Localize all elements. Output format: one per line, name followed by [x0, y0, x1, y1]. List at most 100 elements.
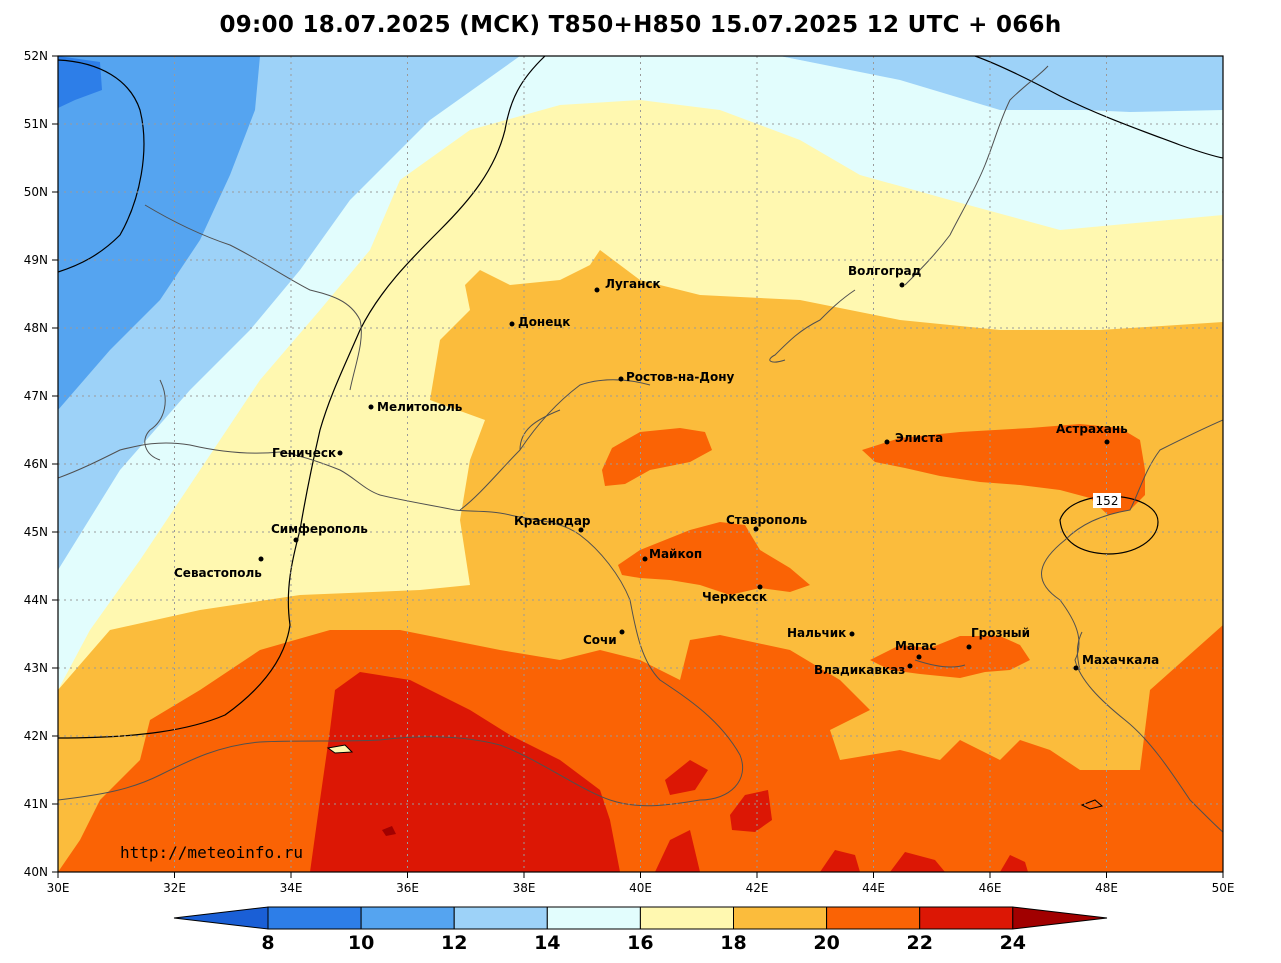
- city-label: Донецк: [518, 315, 570, 329]
- zone-22-24-blob1: [730, 790, 772, 832]
- lat-tick-label: 45N: [24, 525, 48, 539]
- colorbar-bin: [639, 906, 735, 930]
- lon-tick-label: 38E: [513, 881, 536, 895]
- zone-12-14-ne: [780, 56, 1223, 112]
- zone-8-10: [58, 56, 102, 108]
- city-dot: [368, 404, 374, 410]
- city-label: Симферополь: [271, 522, 368, 536]
- city-dot: [1073, 665, 1079, 671]
- city-dot: [509, 321, 515, 327]
- grid-lines: [58, 56, 1223, 872]
- colorbar-tick-label: 22: [906, 932, 932, 954]
- lat-tick-label: 40N: [24, 865, 48, 879]
- city-dot: [884, 439, 890, 445]
- lon-tick-label: 48E: [1095, 881, 1118, 895]
- city-dot: [907, 663, 913, 669]
- colorbar-bin: [733, 906, 828, 930]
- city-label: Ростов-на-Дону: [626, 370, 735, 384]
- isoline-ne: [974, 56, 1223, 159]
- city-dot: [916, 654, 922, 660]
- city-dot: [337, 450, 343, 456]
- lat-tick-label: 41N: [24, 797, 48, 811]
- lon-tick-label: 50E: [1212, 881, 1235, 895]
- zone-22-24-east: [655, 830, 700, 872]
- zone-22-24-blob2: [665, 760, 708, 795]
- city-label: Ставрополь: [726, 513, 808, 527]
- colorbar-extend-low: [173, 906, 269, 930]
- lat-tick-label: 43N: [24, 661, 48, 675]
- city-dot: [753, 526, 759, 532]
- zone-22-24-blob5: [1000, 855, 1028, 872]
- city-markers: Волгоград Луганск Донецк Ростов-на-Дону Мели…: [174, 264, 1159, 677]
- lon-tick-label: 44E: [862, 881, 885, 895]
- colorbar-bin: [826, 906, 921, 930]
- lon-tick-label: 46E: [979, 881, 1002, 895]
- small-dark-patch: [382, 826, 396, 836]
- lon-tick-label: 40E: [629, 881, 652, 895]
- city-label: Грозный: [971, 626, 1030, 640]
- city-label: Махачкала: [1082, 653, 1159, 667]
- city-label: Волгоград: [848, 264, 922, 278]
- city-dot: [619, 629, 625, 635]
- colorbar-tick-label: 8: [261, 932, 274, 954]
- colorbar-tick-label: 10: [348, 932, 374, 954]
- city-dot: [1104, 439, 1110, 445]
- city-dot: [594, 287, 600, 293]
- isoline-main: [58, 56, 546, 739]
- lon-tick-label: 36E: [396, 881, 419, 895]
- colorbar-bin: [546, 906, 641, 930]
- lat-tick-label: 44N: [24, 593, 48, 607]
- city-dot: [258, 556, 264, 562]
- zone-22-24-blob3: [820, 850, 860, 872]
- city-label: Краснодар: [514, 514, 591, 528]
- colorbar-tick-label: 16: [627, 932, 653, 954]
- lon-tick-label: 42E: [746, 881, 769, 895]
- zone-20-22-azov: [602, 428, 712, 486]
- colorbar-tick-label: 24: [1000, 932, 1026, 954]
- lat-tick-label: 49N: [24, 253, 48, 267]
- city-label: Луганск: [605, 277, 661, 291]
- city-dot: [849, 631, 855, 637]
- colorbar-bin: [267, 906, 362, 930]
- zone-20-22-maikop: [618, 522, 810, 595]
- colorbar-bin: [453, 906, 548, 930]
- isoline-label: 152: [1096, 494, 1119, 508]
- colorbar: 8 10 12 14 16 18 20 22 24: [173, 906, 1108, 954]
- city-label: Черкесск: [702, 590, 767, 604]
- city-dot: [757, 584, 763, 590]
- latitude-axis: 52N 51N 50N 49N 48N 47N 46N 45N 44N 43N 42N 41N 40N: [24, 49, 58, 879]
- colorbar-tick-label: 18: [720, 932, 746, 954]
- colorbar-tick-label: 14: [534, 932, 560, 954]
- lat-tick-label: 47N: [24, 389, 48, 403]
- colorbar-tick-label: 20: [813, 932, 839, 954]
- zone-22-24-west: [310, 672, 620, 872]
- lat-tick-label: 42N: [24, 729, 48, 743]
- lat-tick-label: 52N: [24, 49, 48, 63]
- lon-tick-label: 32E: [163, 881, 186, 895]
- lon-tick-label: 30E: [47, 881, 70, 895]
- city-label: Астрахань: [1056, 422, 1128, 436]
- isoline-west: [58, 59, 145, 273]
- longitude-axis: 30E 32E 34E 36E 38E 40E 42E 44E 46E 48E 50E: [47, 872, 1235, 895]
- colorbar-extend-high: [1012, 906, 1108, 930]
- map-title: 09:00 18.07.2025 (МСК) T850+H850 15.07.2…: [219, 12, 1062, 38]
- island-1: [326, 744, 354, 754]
- zone-20-22-caspian: [862, 424, 1145, 515]
- lat-tick-label: 46N: [24, 457, 48, 471]
- lat-tick-label: 48N: [24, 321, 48, 335]
- city-label: Севастополь: [174, 566, 262, 580]
- city-dot: [578, 527, 584, 533]
- colorbar-tick-label: 12: [441, 932, 467, 954]
- lon-tick-label: 34E: [280, 881, 303, 895]
- colorbar-bin: [919, 906, 1014, 930]
- city-label: Майкоп: [649, 547, 702, 561]
- city-dot: [293, 537, 299, 543]
- city-dot: [966, 644, 972, 650]
- colorbar-bin: [360, 906, 455, 930]
- city-label: Владикавказ: [814, 663, 905, 677]
- city-dot: [642, 556, 648, 562]
- city-label: Мелитополь: [377, 400, 463, 414]
- zone-22-24-blob4: [890, 852, 945, 872]
- city-label: Элиста: [895, 431, 943, 445]
